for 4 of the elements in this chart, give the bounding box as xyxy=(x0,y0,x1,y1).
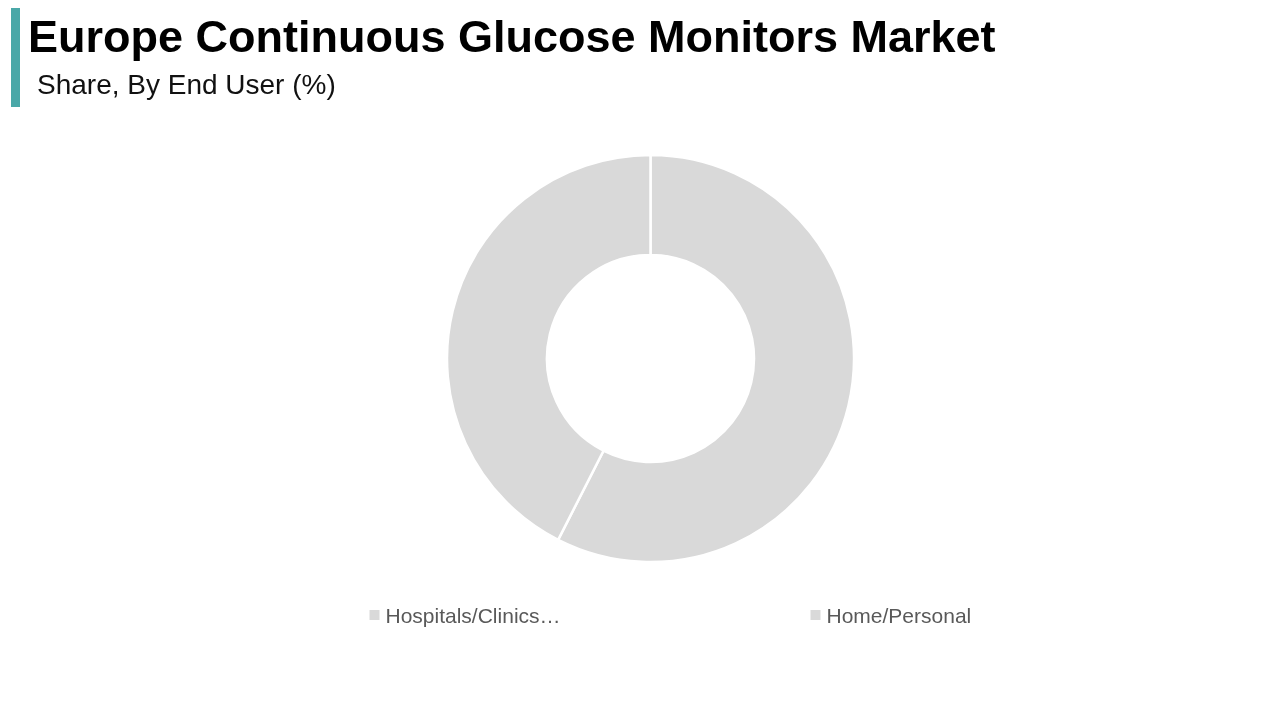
legend-label: Home/Personal xyxy=(826,603,972,627)
chart-title: Europe Continuous Glucose Monitors Market xyxy=(28,11,996,62)
chart-subtitle: Share, By End User (%) xyxy=(37,69,336,100)
legend-label: Hospitals/Clinics… xyxy=(385,603,561,627)
